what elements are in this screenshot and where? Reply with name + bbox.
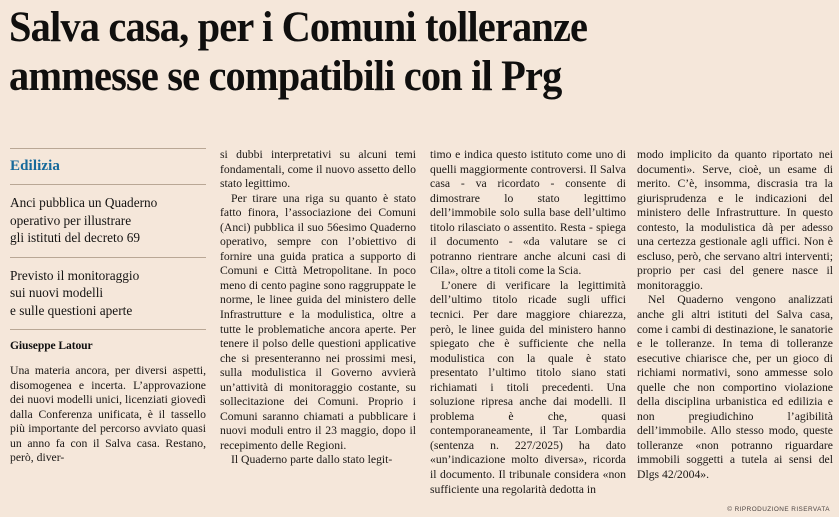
paragraph: Il Quaderno parte dallo stato legit- — [231, 453, 393, 467]
column-2: si dubbi interpretativi su alcuni temi f… — [220, 148, 416, 517]
summary-2-line-3: e sulle questioni aperte — [10, 302, 133, 318]
article-byline: Giuseppe Latour — [10, 339, 93, 352]
summary-block-2: Previsto il monitoraggio sui nuovi model… — [10, 258, 206, 330]
headline-line-1: Salva casa, per i Comuni tolleranze — [9, 4, 588, 51]
section-kicker: Edilizia — [10, 158, 60, 174]
body-column-4: modo implicito da quanto riportato nei d… — [637, 148, 833, 483]
paragraph: timo e indica questo istituto come uno d… — [430, 148, 626, 278]
body-column-2: si dubbi interpretativi su alcuni temi f… — [220, 148, 416, 468]
body-column-3: timo e indica questo istituto come uno d… — [430, 148, 626, 497]
summary-block-1: Anci pubblica un Quaderno operativo per … — [10, 185, 206, 257]
copyright-notice: © RIPRODUZIONE RISERVATA — [727, 506, 830, 513]
summary-1-line-3: gli istituti del decreto 69 — [10, 230, 140, 245]
divider-rule-summary-2 — [10, 329, 206, 330]
divider-rule-summary-1 — [10, 256, 206, 258]
column-1: Edilizia Anci pubblica un Quaderno opera… — [10, 148, 206, 517]
paragraph: L’onere di verificare la legittimità del… — [430, 278, 626, 496]
body-column-1: Una materia ancora, per diversi aspetti,… — [10, 364, 206, 466]
paragraph: Per tirare una riga su quanto è stato fa… — [220, 191, 416, 452]
summary-2-line-1: Previsto il monitoraggio — [10, 267, 140, 283]
article-columns: Edilizia Anci pubblica un Quaderno opera… — [0, 148, 839, 517]
summary-2-line-2: sui nuovi modelli — [10, 285, 104, 300]
article-headline: Salva casa, per i Comuni tolleranze amme… — [9, 3, 782, 101]
paragraph: Nel Quaderno vengono analizzati anche gl… — [637, 293, 833, 482]
column-3: timo e indica questo istituto come uno d… — [430, 148, 626, 517]
divider-rule-kicker — [10, 184, 206, 185]
summary-1-line-1: Anci pubblica un Quaderno — [10, 195, 158, 210]
paragraph: modo implicito da quanto riportato nei d… — [637, 148, 833, 292]
headline-line-2: ammesse se compatibili con il Prg — [9, 53, 562, 100]
column-4: modo implicito da quanto riportato nei d… — [637, 148, 833, 517]
divider-rule-top — [10, 148, 206, 149]
paragraph: Una materia ancora, per diversi aspetti,… — [10, 364, 206, 465]
paragraph: si dubbi interpretativi su alcuni temi f… — [220, 148, 416, 191]
summary-1-line-2: operativo per illustrare — [10, 212, 132, 228]
